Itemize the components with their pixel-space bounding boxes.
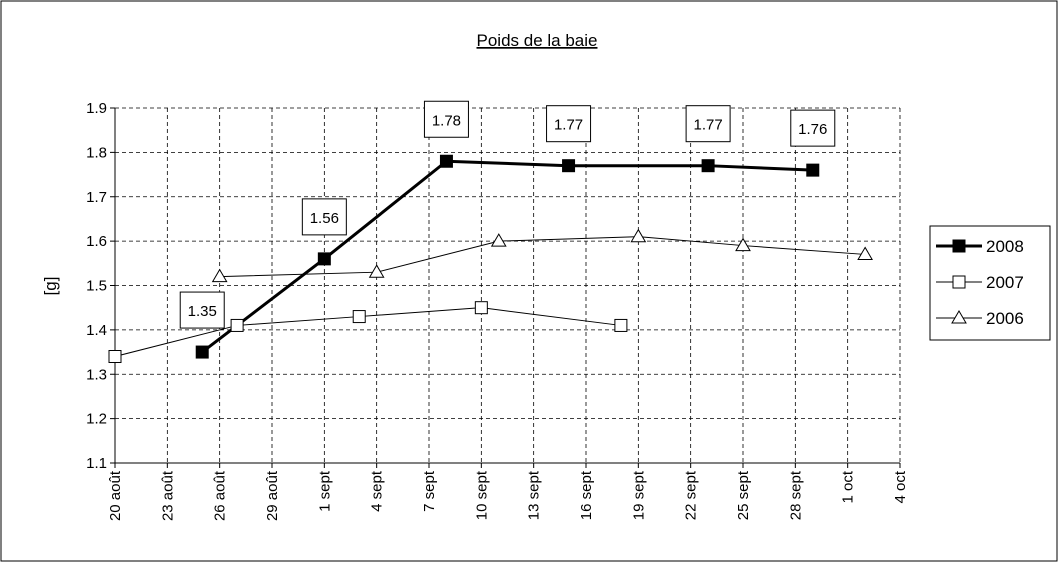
point (439, 154, 453, 168)
point (211, 268, 228, 283)
legend-label: 2007 (986, 273, 1024, 292)
legend-marker (952, 275, 966, 289)
x-tick-label: 20 août (107, 470, 124, 521)
data-label: 1.56 (310, 210, 339, 227)
y-tick-label: 1.4 (86, 322, 107, 339)
point (474, 301, 488, 315)
legend-label: 2008 (986, 237, 1024, 256)
y-tick-label: 1.1 (86, 455, 107, 472)
data-label-box (790, 109, 836, 147)
x-tick-label: 7 sept (421, 470, 438, 512)
point (490, 233, 507, 247)
x-tick-label: 1 sept (316, 470, 333, 512)
point (562, 159, 576, 173)
x-tick-label: 4 oct (892, 470, 909, 503)
x-tick-label: 19 sept (630, 470, 647, 520)
legend-marker (952, 239, 966, 253)
x-tick-label: 16 sept (578, 470, 595, 520)
x-tick-label: 25 sept (735, 470, 752, 520)
point (317, 252, 331, 266)
data-label-box (179, 291, 225, 329)
x-tick-label: 29 août (264, 470, 281, 521)
x-tick-label: 13 sept (526, 470, 543, 520)
x-tick-label: 26 août (212, 470, 229, 521)
point (352, 310, 366, 324)
x-tick-label: 4 sept (369, 470, 386, 512)
chart-title: Poids de la baie (477, 31, 598, 50)
point (806, 163, 820, 177)
data-label-box (685, 105, 731, 143)
data-label: 1.76 (798, 121, 827, 138)
point (857, 246, 873, 260)
y-tick-label: 1.9 (86, 100, 107, 117)
y-tick-label: 1.8 (86, 144, 107, 161)
y-tick-label: 1.2 (86, 411, 107, 428)
y-tick-label: 1.3 (86, 366, 107, 383)
x-tick-label: 10 sept (473, 470, 490, 520)
point (701, 159, 715, 173)
y-axis-label: [g] (41, 277, 60, 296)
series-line (219, 236, 866, 278)
point (630, 228, 647, 243)
y-tick-label: 1.6 (86, 233, 107, 250)
legend-marker (951, 310, 967, 324)
data-label-box (301, 198, 347, 236)
legend-label: 2006 (986, 309, 1024, 328)
data-label: 1.77 (694, 117, 723, 134)
data-label: 1.78 (432, 112, 461, 129)
point (614, 318, 628, 332)
y-tick-label: 1.5 (86, 278, 107, 295)
x-tick-label: 1 oct (840, 470, 857, 503)
x-tick-label: 23 août (159, 470, 176, 521)
point (230, 318, 244, 332)
data-label: 1.35 (188, 303, 217, 320)
data-label-box (423, 100, 469, 138)
x-tick-label: 22 sept (683, 470, 700, 520)
point (368, 264, 385, 278)
data-label-box (546, 105, 592, 143)
x-tick-label: 28 sept (787, 470, 804, 520)
point (108, 350, 122, 363)
point (195, 345, 209, 359)
point (735, 237, 751, 252)
y-tick-label: 1.7 (86, 189, 107, 206)
data-label: 1.77 (554, 117, 583, 134)
